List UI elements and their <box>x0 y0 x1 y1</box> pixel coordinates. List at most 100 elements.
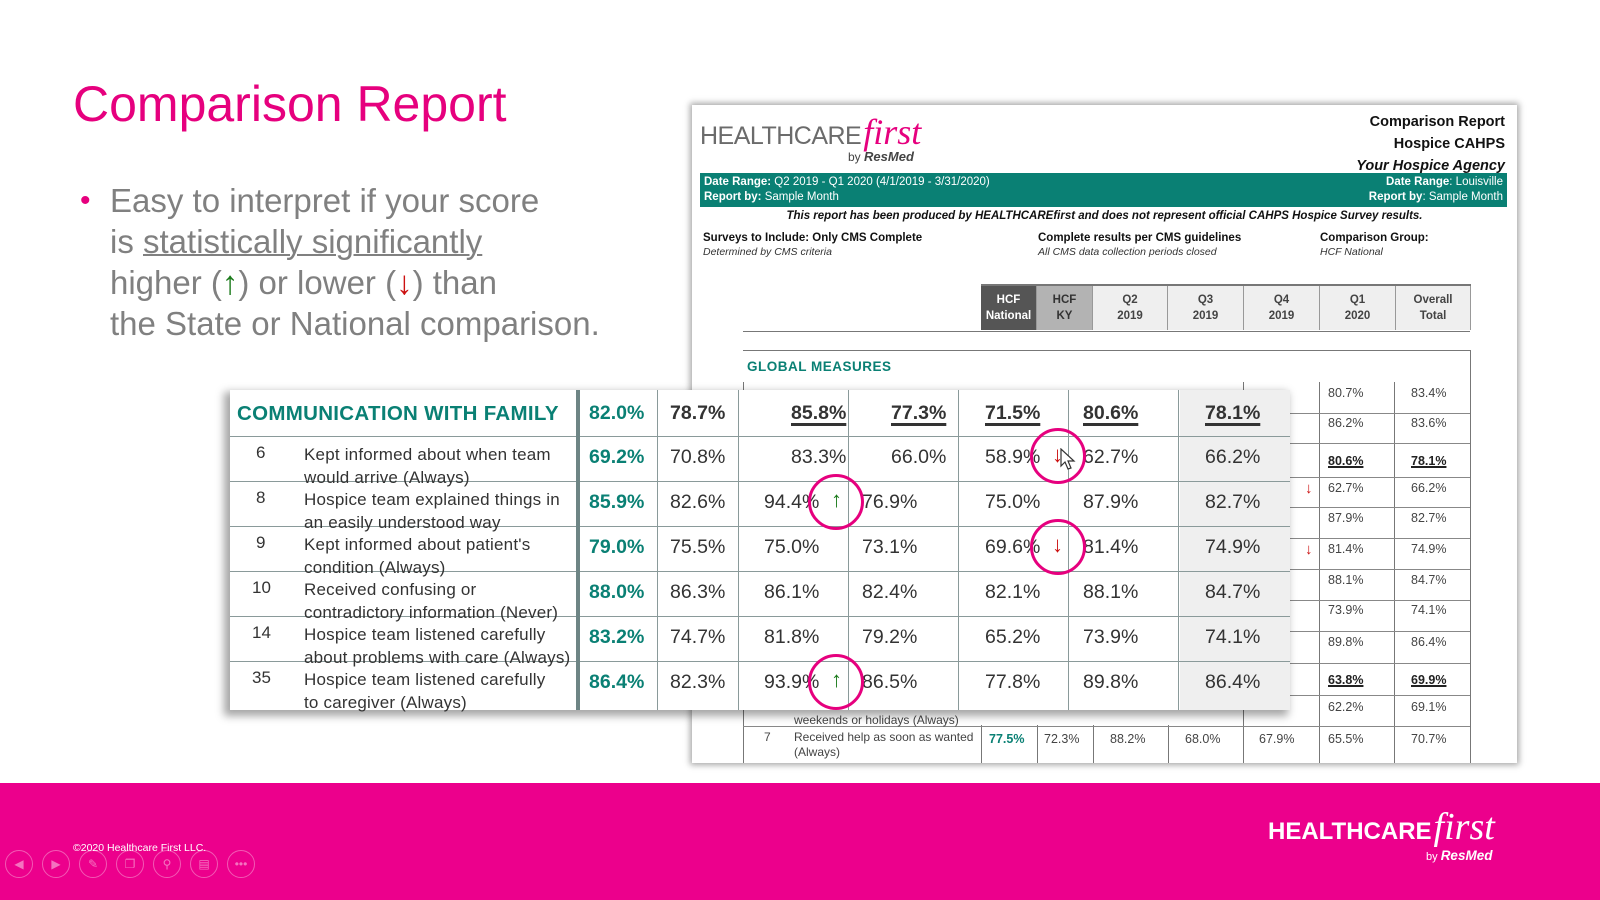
col-q4-2019: Q4 2019 <box>1244 286 1320 330</box>
bullet-line-1: Easy to interpret if your score <box>110 182 540 219</box>
cell-value: 82.7% <box>1411 511 1447 525</box>
report-column-headers: HCF National HCF KY Q2 2019 Q3 2019 Q4 2019 Q… <box>981 284 1471 330</box>
cell-value: 66.2% <box>1411 481 1447 495</box>
cell-value: 86.3% <box>670 581 726 603</box>
bullet-dot-icon: • <box>80 184 91 217</box>
cell-value: 81.8% <box>764 626 820 648</box>
cell-value: 83.3% <box>791 446 847 468</box>
row-label: Received confusing or contradictory infor… <box>304 580 559 622</box>
cell-value: 86.1% <box>764 581 820 603</box>
col-q2-2019: Q2 2019 <box>1093 286 1168 330</box>
next-slide-icon[interactable]: ▶ <box>42 850 70 878</box>
cell-value: 72.3% <box>1044 732 1080 746</box>
cell-value: 87.9% <box>1328 511 1364 525</box>
communication-with-family-table: COMMUNICATION WITH FAMILY 82.0% 78.7% 85… <box>230 390 1290 712</box>
cell-value: 65.5% <box>1328 732 1364 746</box>
cell-value: 76.9% <box>862 491 918 513</box>
up-arrow-icon: ↑ <box>221 264 239 301</box>
cell-value: 83.4% <box>1411 386 1447 400</box>
cell-value: 86.4% <box>1411 635 1447 649</box>
col-hcf-ky: HCF KY <box>1037 286 1093 330</box>
cell-value: 85.8% <box>791 402 847 424</box>
cell-value: 73.9% <box>1083 626 1139 648</box>
more-options-icon[interactable]: ••• <box>227 850 255 878</box>
bullet-higher-text: higher ( <box>110 264 222 301</box>
row-number: 14 <box>252 623 271 642</box>
table-row: 8 Hospice team explained things in an eas… <box>230 482 1290 532</box>
cell-value: 69.9% <box>1411 673 1447 687</box>
cell-value: 87.9% <box>1083 491 1139 513</box>
cell-value: 86.4% <box>1205 671 1261 693</box>
section-title: COMMUNICATION WITH FAMILY <box>237 402 559 425</box>
statistically-significantly-text: statistically significantly <box>143 223 483 260</box>
row-label: Kept informed about when team would arriv… <box>304 445 551 487</box>
cell-value: 88.1% <box>1328 573 1364 587</box>
cell-value: 86.2% <box>1328 416 1364 430</box>
cell-value: 88.2% <box>1110 732 1146 746</box>
bullet-lower-text: ) or lower ( <box>238 264 397 301</box>
meta-comparison-group: Comparison Group: HCF National <box>1320 232 1429 258</box>
cell-value: 62.7% <box>1328 481 1364 495</box>
report-disclaimer: This report has been produced by HEALTHC… <box>786 210 1423 222</box>
subtitles-icon[interactable]: ▤ <box>190 850 218 878</box>
cell-value: 75.0% <box>985 491 1041 513</box>
row-label: Hospice team listened carefully about pro… <box>304 625 571 667</box>
footer-band: ©2020 Healthcare First LLC. ◀ ▶ ✎ ❐ ⚲ ▤ … <box>0 783 1600 900</box>
report-agency: Your Hospice Agency <box>1356 158 1505 174</box>
cell-value: 86.4% <box>589 671 645 693</box>
cell-value: 66.0% <box>891 446 947 468</box>
cell-value: 74.9% <box>1205 536 1261 558</box>
cell-value: 65.2% <box>985 626 1041 648</box>
global-measures-heading: GLOBAL MEASURES <box>747 359 892 374</box>
cell-value: 93.9% <box>764 671 820 693</box>
row-number: 35 <box>252 668 271 687</box>
cell-value: 69.6% <box>985 536 1041 558</box>
cell-value: 89.8% <box>1083 671 1139 693</box>
cell-value: 94.4% <box>764 491 820 513</box>
pen-icon[interactable]: ✎ <box>79 850 107 878</box>
down-arrow-icon: ↓ <box>396 264 413 301</box>
cell-value: 78.7% <box>670 402 726 424</box>
cell-value: 67.9% <box>1259 732 1295 746</box>
cell-value: 70.7% <box>1411 732 1447 746</box>
cell-value: 69.2% <box>589 446 645 468</box>
cell-value: 82.7% <box>1205 491 1261 513</box>
cell-value: 82.4% <box>862 581 918 603</box>
cell-value: 82.6% <box>670 491 726 513</box>
healthcarefirst-logo: HEALTHCAREfirst by ResMed <box>700 112 922 164</box>
cell-value: 82.3% <box>670 671 726 693</box>
row-label: Kept informed about patient's condition (… <box>304 535 531 577</box>
table-row: 10 Received confusing or contradictory in… <box>230 572 1290 622</box>
cell-value: 82.0% <box>589 402 645 424</box>
cell-value: 63.8% <box>1328 673 1364 687</box>
bullet-line-2-prefix: is <box>110 223 143 260</box>
table-row: 9 Kept informed about patient's condition… <box>230 527 1290 577</box>
cell-value: 77.5% <box>989 732 1025 746</box>
previous-slide-icon[interactable]: ◀ <box>5 850 33 878</box>
row-number: 8 <box>256 488 266 507</box>
cell-value: 74.7% <box>670 626 726 648</box>
table-row: 6 Kept informed about when team would arr… <box>230 437 1290 487</box>
section-row: COMMUNICATION WITH FAMILY 82.0% 78.7% 85… <box>230 390 1290 437</box>
col-overall-total: Overall Total <box>1396 286 1471 330</box>
meta-surveys: Surveys to Include: Only CMS Complete Det… <box>703 232 923 258</box>
cell-value: 89.8% <box>1328 635 1364 649</box>
cell-value: 58.9% <box>985 446 1041 468</box>
zoom-icon[interactable]: ⚲ <box>153 850 181 878</box>
highlight-circle <box>808 474 864 530</box>
report-grid-divider <box>743 331 1470 351</box>
see-all-slides-icon[interactable]: ❐ <box>116 850 144 878</box>
report-title: Comparison Report <box>1369 114 1505 130</box>
cell-value: 62.7% <box>1083 446 1139 468</box>
row-label: Received help as soon as wanted (Always) <box>794 730 974 759</box>
cell-value: 80.6% <box>1328 454 1364 468</box>
col-q1-2020: Q1 2020 <box>1320 286 1396 330</box>
slide-title: Comparison Report <box>73 76 507 132</box>
report-info-banner: Date Range: Q2 2019 - Q1 2020 (4/1/2019 … <box>700 173 1507 207</box>
highlight-circle <box>1030 519 1086 575</box>
col-hcf-national: HCF National <box>981 286 1037 330</box>
cell-value: 73.9% <box>1328 603 1364 617</box>
bullet-line-4: the State or National comparison. <box>110 305 600 342</box>
cell-value: 88.0% <box>589 581 645 603</box>
cell-value: 68.0% <box>1185 732 1221 746</box>
